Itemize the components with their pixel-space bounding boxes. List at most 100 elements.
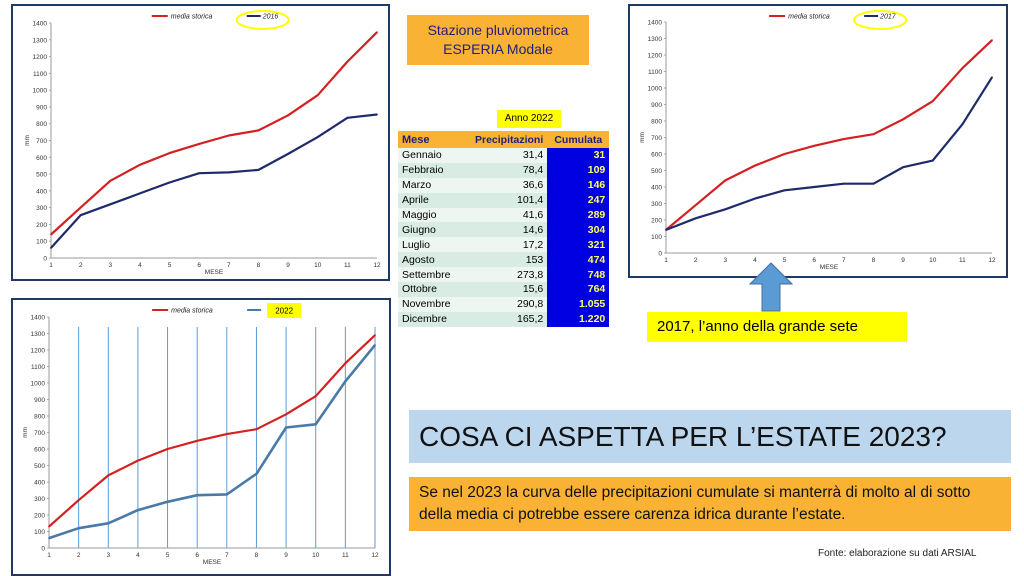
y-tick-label: 0 [41,546,45,553]
cell-precip: 78,4 [471,162,548,178]
cell-cumulative: 109 [547,162,610,178]
y-tick-label: 800 [36,121,47,128]
cell-precip: 17,2 [471,237,548,253]
data-point [813,144,816,147]
y-tick-label: 800 [651,119,662,126]
x-tick-label: 4 [138,262,142,269]
data-point [79,206,82,209]
y-tick-label: 1100 [31,364,45,371]
legend-label-year: 2017 [879,14,897,21]
x-tick-label: 7 [842,257,846,264]
y-tick-label: 500 [34,463,45,470]
header-precip: Precipitazioni [471,131,548,148]
data-point [227,171,230,174]
legend-label-media: media storica [171,14,213,21]
y-tick-label: 500 [651,168,662,175]
data-point [109,179,112,182]
headline: COSA CI ASPETTA PER L’ESTATE 2023? [409,410,1011,463]
cell-cumulative: 474 [547,252,610,268]
y-tick-label: 700 [651,135,662,142]
station-line-1: Stazione pluviometrica [427,22,569,38]
data-point [872,182,875,185]
x-tick-label: 6 [195,552,199,559]
data-point [139,163,141,166]
x-tick-label: 3 [108,262,112,269]
data-point [346,60,349,63]
cell-month: Maggio [398,207,471,223]
table-row: Agosto 153 474 [398,252,610,268]
data-point [257,168,260,171]
x-tick-label: 2 [77,552,81,559]
data-point [344,380,347,383]
x-tick-label: 5 [166,552,170,559]
chart-2016: 0 100 200 300 400 500 600 700 800 900 1000 1100 1200… [11,4,390,281]
cell-cumulative: 321 [547,237,610,253]
x-tick-label: 8 [257,262,261,269]
y-tick-label: 600 [34,447,45,454]
y-tick-label: 1400 [31,315,46,322]
cell-month: Dicembre [398,311,471,327]
data-point [316,136,319,139]
data-point [168,152,171,154]
cell-month: Settembre [398,267,471,283]
data-point [198,172,201,175]
y-tick-label: 700 [34,430,45,437]
highlight-ellipse [853,10,908,30]
series-line-2022 [48,344,377,540]
y-tick-label: 1100 [33,71,47,78]
y-tick-label: 1000 [648,86,663,93]
data-point [225,433,228,436]
data-point [961,123,964,126]
data-point [813,186,816,188]
y-tick-label: 700 [36,138,47,145]
cell-cumulative: 764 [547,282,610,297]
series-line-media-storica [48,334,376,528]
cell-cumulative: 748 [547,267,610,283]
data-point [902,118,904,121]
data-point [255,472,258,475]
y-tick-label: 0 [658,251,662,258]
data-point [255,428,258,431]
x-tick-label: 11 [342,552,349,559]
y-tick-label: 300 [36,205,47,212]
cell-cumulative: 31 [547,148,610,163]
x-tick-label: 4 [136,552,140,559]
data-point [285,413,287,416]
cell-precip: 36,6 [471,177,548,193]
x-tick-label: 6 [197,262,201,269]
series-line-media-storica [665,39,993,231]
y-tick-label: 100 [651,234,662,241]
cell-month: Febbraio [398,162,471,178]
table-row: Aprile 101,4 247 [398,192,610,208]
chart-2022: 0 100 200 300 400 500 600 700 800 900 1000 1100 1200… [11,298,391,576]
table-header-row: Mese Precipitazioni Cumulata [398,131,610,148]
table-row: Giugno 14,6 304 [398,222,610,238]
cell-precip: 31,4 [471,148,548,163]
data-point [991,76,993,79]
data-point [376,113,378,116]
data-point [314,423,317,426]
data-point [166,500,169,503]
x-tick-label: 5 [168,262,172,269]
table-row: Marzo 36,6 146 [398,177,610,193]
data-point [50,247,52,249]
precipitation-table: Mese Precipitazioni Cumulata Gennaio 31,4… [398,131,610,327]
chart-2017-svg: 0 100 200 300 400 500 600 700 800 900 1000 1100 1200… [639,10,996,271]
x-tick-label: 7 [225,552,229,559]
y-tick-label: 300 [651,201,662,208]
x-tick-label: 7 [227,262,231,269]
y-tick-label: 1200 [648,53,663,60]
data-point [227,134,230,137]
data-point [991,39,993,42]
y-tick-label: 900 [651,102,662,109]
y-tick-label: 900 [34,397,45,404]
data-point [374,344,376,346]
x-axis-label: MESE [203,559,222,566]
x-tick-label: 12 [371,552,379,559]
station-line-2: ESPERIA Modale [443,41,553,57]
x-axis-label: MESE [205,269,224,276]
cell-precip: 101,4 [471,192,548,208]
y-tick-label: 900 [36,104,47,111]
legend-label-media: media storica [788,14,830,21]
table-row: Ottobre 15,6 764 [398,282,610,297]
